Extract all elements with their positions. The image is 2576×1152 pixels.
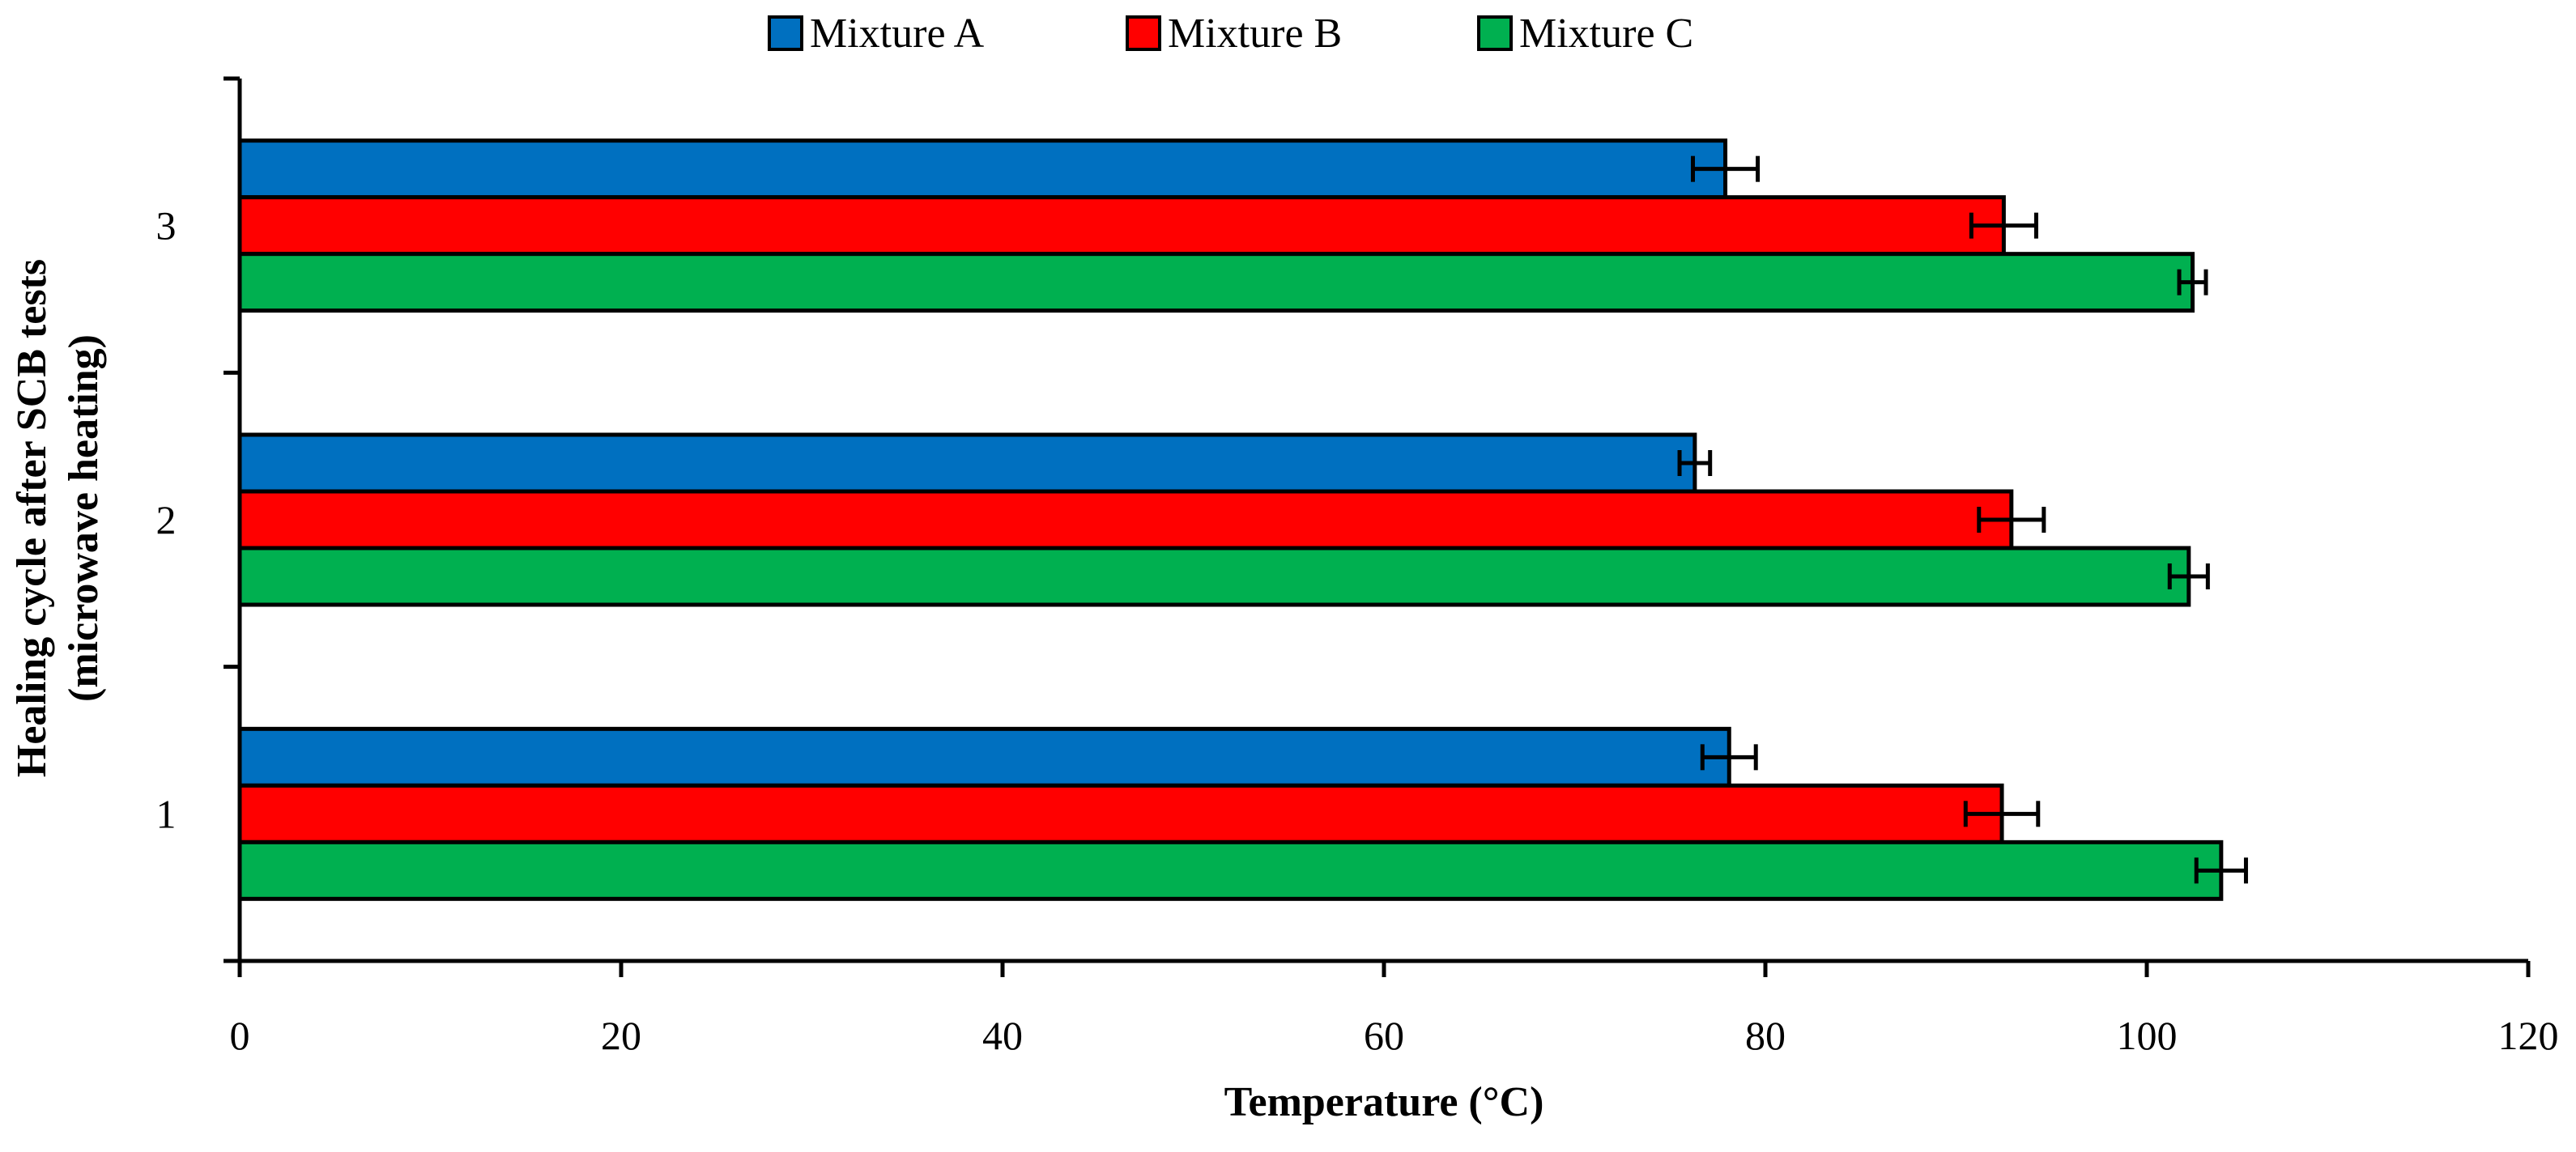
bar-mixture-a-cycle-2 bbox=[237, 432, 1697, 494]
x-tick-label: 40 bbox=[982, 1013, 1023, 1058]
bar-mixture-c-cycle-2 bbox=[237, 546, 2191, 607]
legend-swatch-mixture-b bbox=[1126, 15, 1161, 51]
x-tick-label: 60 bbox=[1364, 1013, 1404, 1058]
legend-swatch-mixture-a bbox=[768, 15, 803, 51]
x-tick-label: 80 bbox=[1745, 1013, 1786, 1058]
y-category-label: 3 bbox=[156, 203, 177, 249]
x-axis-title: Temperature (°C) bbox=[1224, 1079, 1544, 1125]
legend-swatch-mixture-c bbox=[1477, 15, 1513, 51]
bar-mixture-a-cycle-1 bbox=[237, 726, 1731, 788]
bar-mixture-c-cycle-1 bbox=[237, 840, 2224, 901]
bar-mixture-b-cycle-3 bbox=[237, 195, 2006, 257]
y-axis-title-line: Healing cycle after SCB tests bbox=[9, 259, 55, 777]
y-axis-title-line: (microwave heating) bbox=[61, 334, 107, 702]
x-tick-label: 100 bbox=[2117, 1013, 2178, 1058]
x-tick-label: 20 bbox=[601, 1013, 641, 1058]
bar-mixture-b-cycle-1 bbox=[237, 783, 2004, 844]
legend-label: Mixture C bbox=[1519, 11, 1693, 57]
x-tick-label: 120 bbox=[2498, 1013, 2559, 1058]
y-category-label: 1 bbox=[156, 791, 177, 836]
y-category-label: 2 bbox=[156, 497, 177, 542]
bar-mixture-b-cycle-2 bbox=[237, 489, 2014, 550]
legend-label: Mixture A bbox=[810, 11, 985, 57]
bar-mixture-a-cycle-3 bbox=[237, 138, 1728, 200]
bar-mixture-c-cycle-3 bbox=[237, 252, 2195, 313]
legend-label: Mixture B bbox=[1168, 11, 1342, 57]
x-tick-label: 0 bbox=[230, 1013, 250, 1058]
